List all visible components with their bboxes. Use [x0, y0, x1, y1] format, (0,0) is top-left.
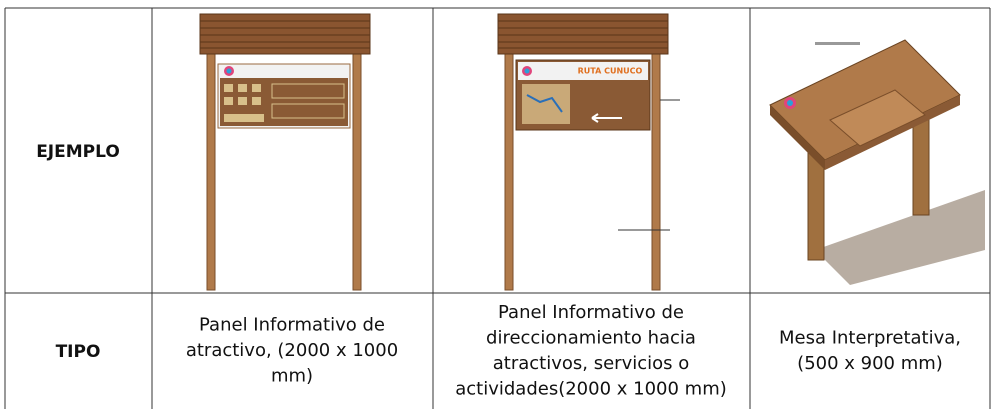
table-grid — [4, 7, 991, 409]
sign-illustration — [497, 13, 680, 291]
description-line: (500 x 900 mm) — [797, 353, 943, 374]
description-line: Panel Informativo de — [498, 302, 684, 323]
description-line: atractivos, servicios o — [493, 353, 690, 374]
description-line: direccionamiento hacia — [486, 327, 696, 348]
row-header: EJEMPLO — [36, 142, 120, 162]
description-line: mm) — [271, 366, 313, 387]
sign-illustration — [199, 13, 371, 291]
description-line: actividades(2000 x 1000 mm) — [455, 378, 727, 399]
description-line: atractivo, (2000 x 1000 — [186, 340, 398, 361]
sign-title: RUTA CUNUCO — [578, 67, 643, 76]
description-line: Panel Informativo de — [199, 315, 385, 336]
description-line: Mesa Interpretativa, — [779, 327, 961, 348]
row-header: TIPO — [56, 342, 101, 362]
table-illustration — [769, 39, 985, 285]
